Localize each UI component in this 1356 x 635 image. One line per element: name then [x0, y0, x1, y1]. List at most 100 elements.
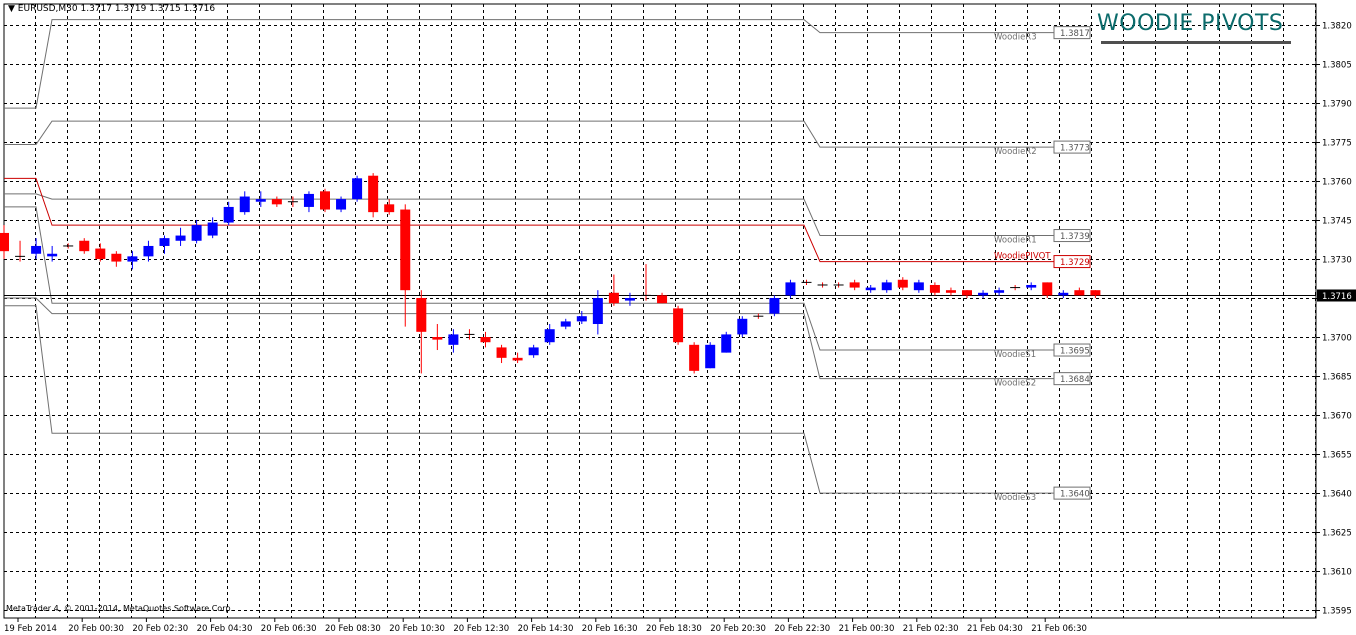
bear-candle	[1074, 290, 1085, 296]
x-tick-label: 21 Feb 00:30	[839, 624, 895, 634]
bear-candle	[432, 337, 443, 340]
bull-candle	[769, 297, 780, 314]
bull-candle	[865, 287, 876, 291]
y-tick-label: 1.3745	[1322, 217, 1352, 227]
pivot-line	[4, 120, 1062, 148]
bull-candle	[528, 347, 539, 356]
chart-axes: 1.3820 1.3805 1.3790 1.3775 1.3760 1.3745 1.37…	[4, 22, 1356, 634]
bull-candle	[1026, 284, 1037, 288]
pivot-price-label: 1.3695	[1060, 347, 1090, 357]
bear-candle	[962, 290, 972, 296]
bull-candle	[303, 193, 314, 207]
bear-candle	[897, 279, 908, 288]
bear-candle	[400, 209, 411, 291]
bear-candle	[368, 175, 379, 213]
bull-candle	[544, 329, 555, 343]
pivot-price-label: 1.3773	[1060, 144, 1090, 154]
pivot-line	[4, 19, 1062, 109]
bull-candle	[592, 297, 603, 325]
x-tick-label: 20 Feb 00:30	[68, 624, 124, 634]
bull-candle	[239, 196, 250, 213]
x-tick-label: 21 Feb 04:30	[967, 624, 1023, 634]
x-tick-label: 20 Feb 18:30	[646, 624, 702, 634]
x-tick-label: 20 Feb 08:30	[325, 624, 381, 634]
pivot-line	[4, 305, 1062, 494]
bull-candle	[127, 256, 138, 262]
bull-candle	[705, 344, 716, 369]
bear-candle	[480, 337, 491, 343]
y-tick-label: 1.3790	[1322, 100, 1352, 110]
x-tick-label: 20 Feb 20:30	[710, 624, 766, 634]
bull-candle	[560, 321, 571, 327]
bull-candle	[576, 316, 587, 322]
brand-underline	[1101, 41, 1291, 44]
bear-candle	[512, 357, 523, 361]
pivot-name-label: WoodieS2	[994, 379, 1036, 389]
bull-candle	[223, 206, 234, 223]
y-tick-label: 1.3820	[1322, 22, 1352, 32]
pivot-name-label: WoodieR2	[994, 147, 1037, 157]
bull-candle	[336, 199, 347, 210]
pivot-price-label: 1.3817	[1060, 29, 1090, 39]
pivot-price-box	[1053, 343, 1091, 357]
bull-candle	[175, 235, 186, 241]
plot-frame	[3, 3, 1317, 619]
pivot-price-label: 1.3640	[1060, 490, 1090, 500]
bull-candle	[913, 282, 924, 291]
symbol-quote: EURUSD,M30 1.3717 1.3719 1.3715 1.3716	[17, 4, 216, 14]
pivot-price-box	[1053, 26, 1091, 40]
y-tick-label: 1.3595	[1322, 607, 1352, 617]
x-tick-label: 20 Feb 16:30	[582, 624, 638, 634]
x-tick-label: 20 Feb 22:30	[774, 624, 830, 634]
y-tick-label: 1.3730	[1322, 256, 1352, 266]
bear-candle	[416, 297, 427, 332]
bear-candle	[384, 204, 395, 213]
x-tick-label: 20 Feb 10:30	[389, 624, 445, 634]
bear-candle	[111, 253, 122, 262]
y-tick-label: 1.3700	[1322, 334, 1352, 344]
pivot-line	[4, 297, 1062, 380]
chart-grid	[3, 3, 1317, 619]
copyright-text: MetaTrader 4, © 2001-2014, MetaQuotes So…	[6, 604, 234, 613]
bull-candle	[255, 199, 266, 202]
bear-candle	[673, 308, 684, 343]
bull-candle	[978, 292, 989, 296]
bull-candle	[1058, 292, 1069, 296]
pivot-price-box	[1053, 140, 1091, 154]
x-tick-label: 20 Feb 06:30	[261, 624, 317, 634]
y-tick-label: 1.3655	[1322, 451, 1352, 461]
pivot-name-label: WoodieS1	[994, 350, 1036, 360]
bull-candle	[624, 297, 635, 301]
bear-candle	[496, 347, 507, 358]
y-tick-label: 1.3805	[1322, 61, 1352, 71]
pivot-name-label: WoodieR3	[994, 33, 1037, 43]
y-tick-label: 1.3640	[1322, 490, 1352, 500]
y-tick-label: 1.3670	[1322, 412, 1352, 422]
dropdown-triangle-icon[interactable]: ▼	[8, 4, 18, 14]
y-tick-label: 1.3775	[1322, 139, 1352, 149]
symbol-info: ▼ EURUSD,M30 1.3717 1.3719 1.3715 1.3716	[8, 4, 215, 14]
bull-candle	[448, 334, 459, 345]
bear-candle	[320, 191, 330, 210]
bear-candle	[1090, 290, 1101, 296]
bull-candle	[721, 334, 732, 353]
x-tick-label: 20 Feb 04:30	[197, 624, 253, 634]
x-tick-label: 20 Feb 14:30	[518, 624, 574, 634]
pivot-line	[4, 206, 1062, 351]
pivot-price-box	[1053, 255, 1091, 269]
bull-candle	[881, 282, 892, 291]
bull-candle	[737, 318, 748, 335]
x-tick-label: 19 Feb 2014	[4, 624, 57, 634]
bear-candle	[1042, 282, 1053, 296]
bear-candle	[657, 295, 668, 304]
x-tick-label: 20 Feb 02:30	[132, 624, 188, 634]
pivot-price-box	[1053, 229, 1091, 243]
pivot-price-box	[1053, 372, 1091, 386]
y-tick-label: 1.3625	[1322, 529, 1352, 539]
pivot-price-label: 1.3739	[1060, 232, 1090, 242]
bear-candle	[689, 344, 700, 371]
x-tick-label: 21 Feb 06:30	[1031, 624, 1087, 634]
bull-candle	[159, 238, 170, 246]
x-tick-label: 21 Feb 02:30	[903, 624, 959, 634]
